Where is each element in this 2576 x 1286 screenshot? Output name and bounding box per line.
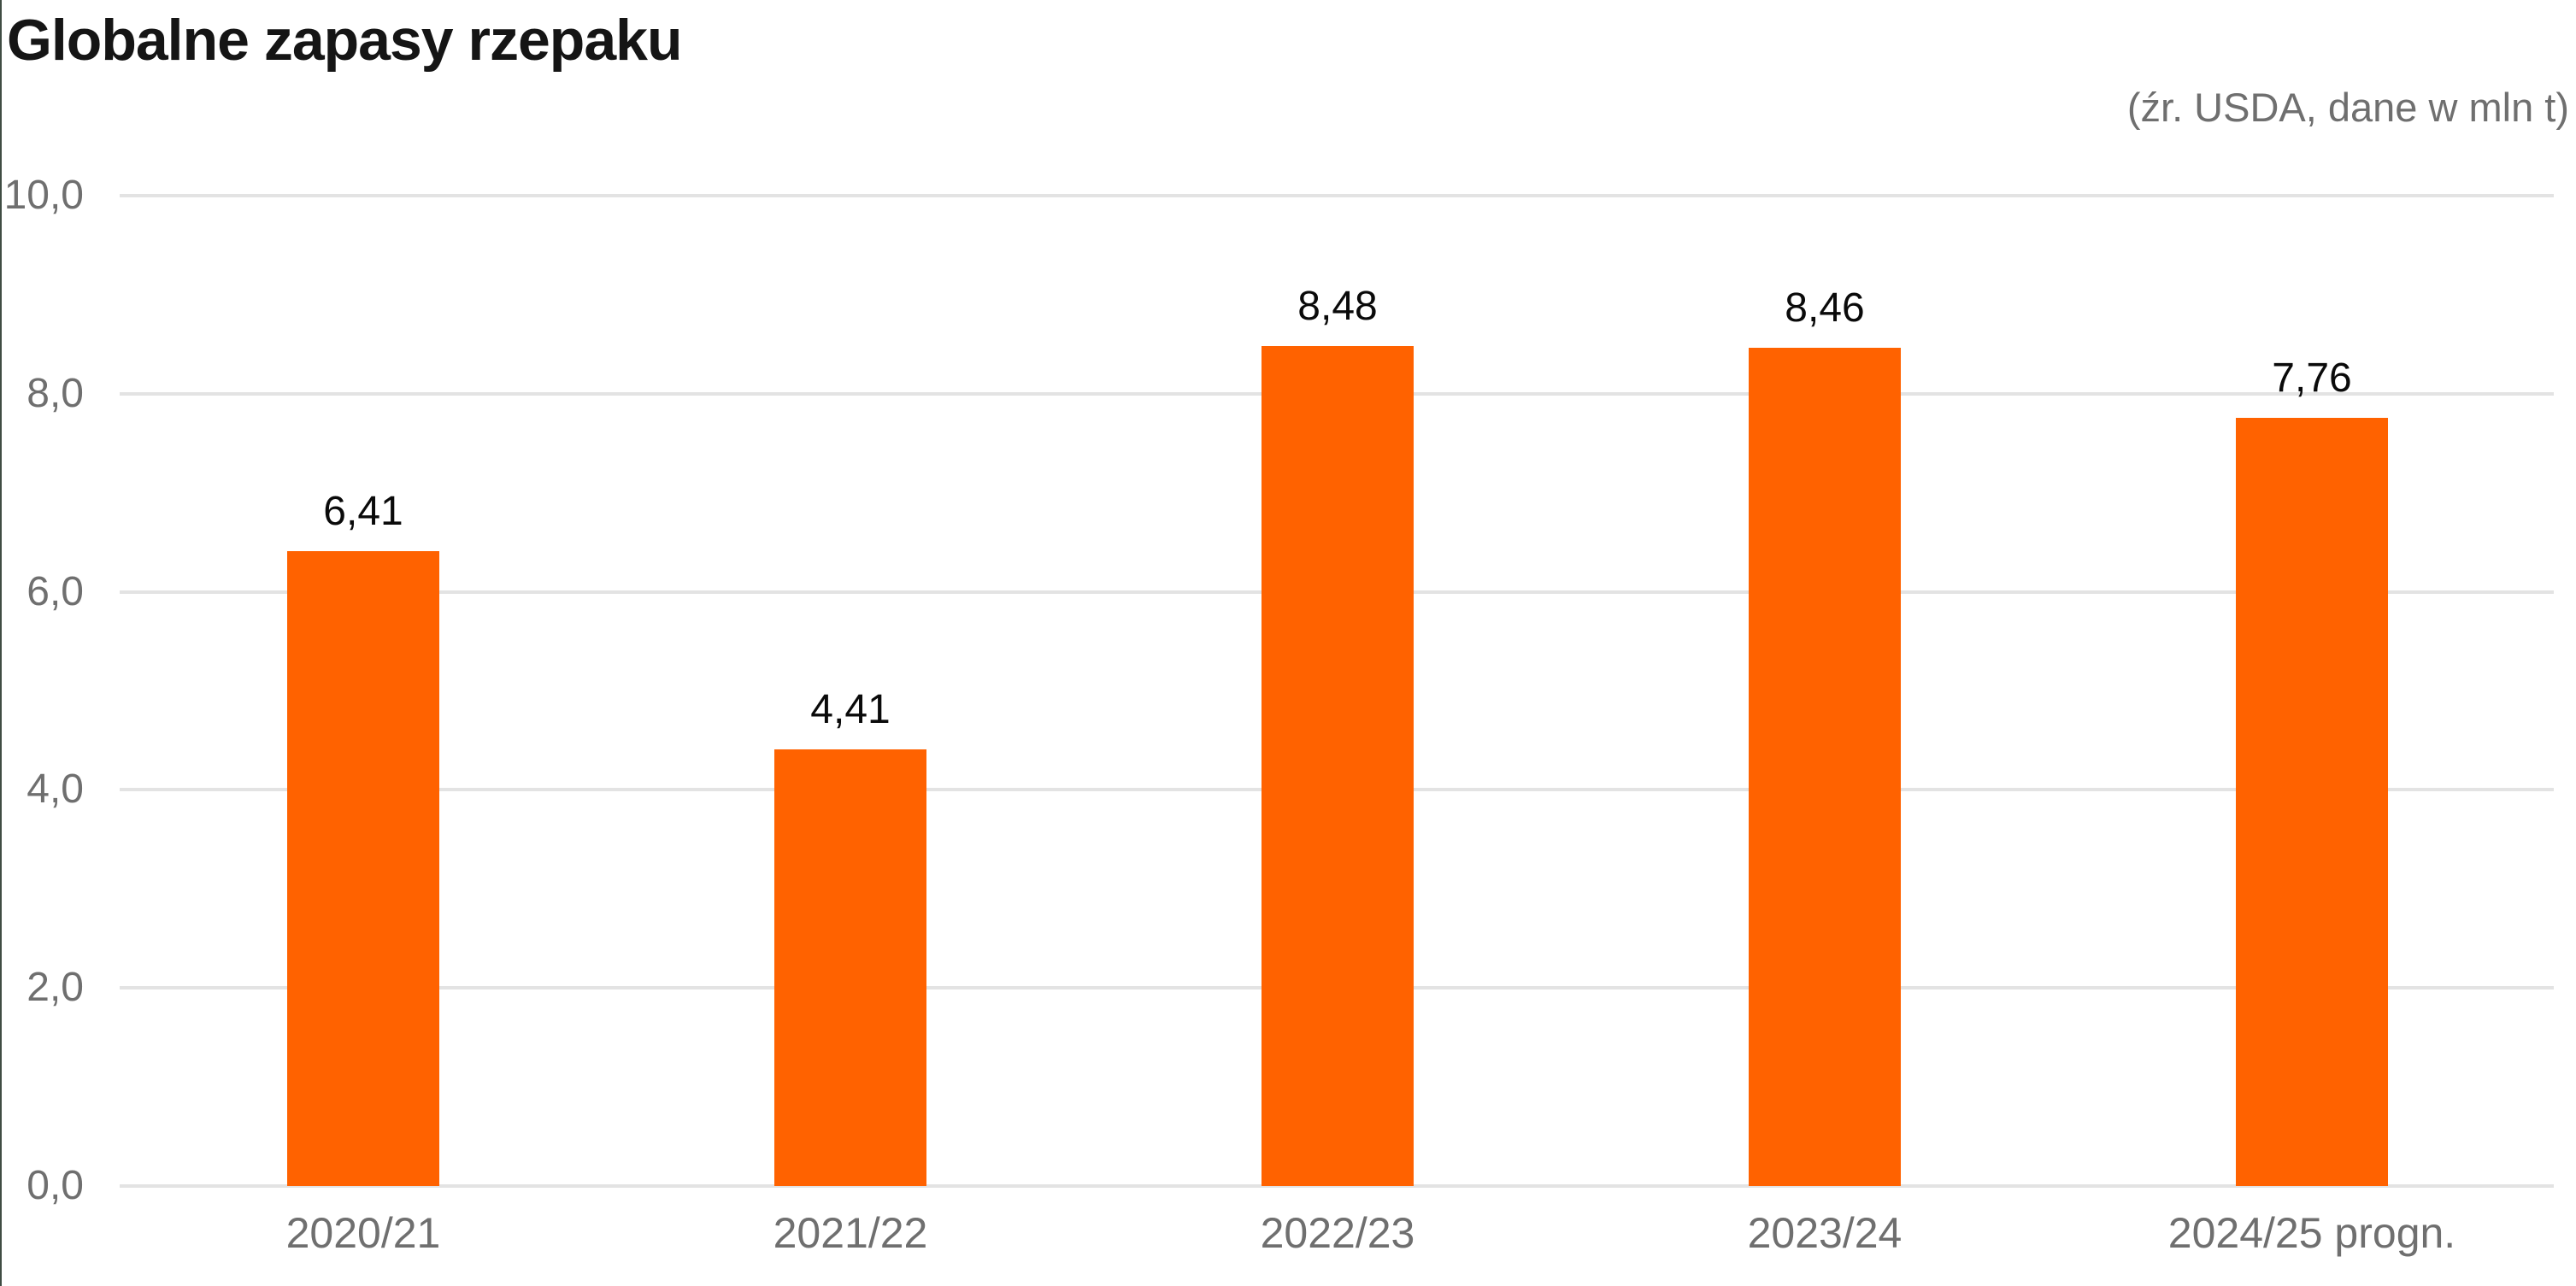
bar-group-2020-21: 6,41 2020/21: [120, 196, 607, 1257]
left-edge-line: [0, 0, 2, 1286]
x-tick-label: 2024/25 progn.: [2167, 1209, 2456, 1257]
y-tick-label: 0,0: [26, 1163, 84, 1208]
bar-value-label: 8,46: [1785, 285, 1865, 331]
x-tick-label: 2022/23: [1260, 1209, 1415, 1257]
y-tick-label: 8,0: [26, 370, 84, 416]
bar-group-2023-24: 8,46 2023/24: [1581, 196, 2068, 1257]
source-note: (źr. USDA, dane w mln t): [2126, 85, 2569, 130]
bar: [287, 551, 439, 1186]
bar-value-label: 7,76: [2272, 355, 2352, 401]
bars-container: 6,41 2020/21 4,41 2021/22 8,48 2022/23 8,46 202…: [120, 196, 2555, 1257]
y-tick-label: 4,0: [26, 766, 84, 813]
y-tick-label: 2,0: [26, 965, 84, 1011]
bar-value-label: 4,41: [810, 687, 891, 732]
bar: [1262, 346, 1414, 1186]
bar-group-2021-22: 4,41 2021/22: [607, 196, 1094, 1257]
bar-group-2024-25-progn-: 7,76 2024/25 progn.: [2068, 196, 2555, 1257]
bar: [774, 749, 926, 1186]
plot-area: 0,0 2,0 4,0 6,0 8,0 10,0 6,41 2020/21 4,41 2021/…: [0, 175, 2576, 1257]
y-tick-label: 10,0: [3, 173, 84, 218]
bar: [1749, 348, 1901, 1186]
x-tick-label: 2021/22: [773, 1209, 928, 1257]
x-tick-label: 2023/24: [1747, 1209, 1903, 1257]
x-tick-label: 2020/21: [285, 1209, 441, 1257]
y-tick-label: 6,0: [26, 568, 84, 614]
gridline-0,0: [120, 1184, 2554, 1188]
bar-group-2022-23: 8,48 2022/23: [1094, 196, 1581, 1257]
bar: [2236, 418, 2388, 1186]
gridline-10,0: [120, 194, 2554, 197]
bar-value-label: 6,41: [323, 489, 403, 534]
bar-value-label: 8,48: [1297, 284, 1378, 329]
chart-title: Globalne zapasy rzepaku: [7, 8, 683, 73]
